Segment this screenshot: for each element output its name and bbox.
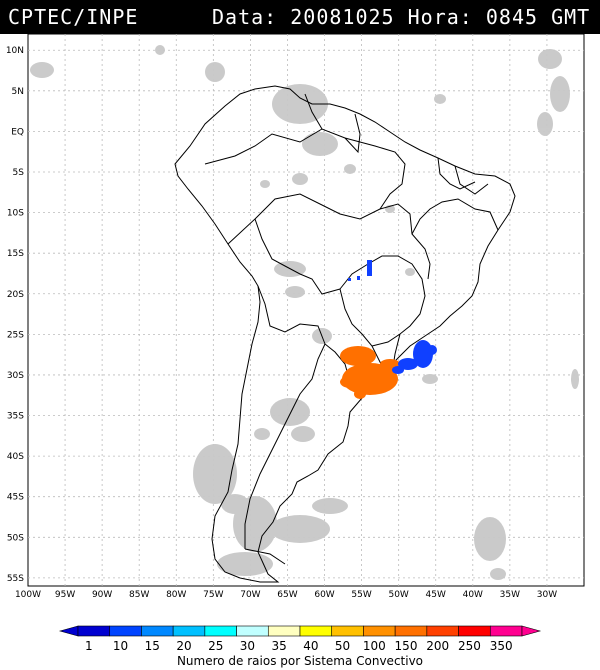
colorbar-swatch xyxy=(299,625,333,637)
colorbar-level-label: 40 xyxy=(303,639,318,653)
date-time-label: Data: 20081025 Hora: 0845 GMT xyxy=(212,5,591,29)
coastline xyxy=(174,85,516,583)
grid-lines xyxy=(28,34,584,586)
lon-tick-label: 40W xyxy=(463,590,483,600)
colorbar-swatch xyxy=(267,625,301,637)
lon-tick-label: 45W xyxy=(426,590,446,600)
colorbar-swatch xyxy=(141,625,174,637)
colorbar-swatch xyxy=(172,625,206,637)
colorbar-level-label: 1 xyxy=(85,639,93,653)
colorbar-level-label: 15 xyxy=(145,639,160,653)
colorbar-level-label: 100 xyxy=(363,639,386,653)
colorbar: 1 10 15 20 25 30 35 40 50 100 150 200 250 350 xyxy=(58,625,542,653)
lat-tick-label: 20S xyxy=(7,290,24,300)
colorbar-swatch xyxy=(77,625,111,637)
colorbar-level-label: 35 xyxy=(272,639,287,653)
colorbar-level-label: 150 xyxy=(395,639,418,653)
cloud-cover xyxy=(30,45,579,580)
lon-tick-label: 60W xyxy=(314,590,334,600)
colorbar-swatch xyxy=(426,625,459,637)
lon-tick-label: 30W xyxy=(537,590,557,600)
map-header: CPTEC/INPE Data: 20081025 Hora: 0845 GMT xyxy=(0,0,600,34)
longitude-labels: 100W 95W 90W 85W 80W 75W 70W 65W 60W 55W 50W 45W 40W… xyxy=(15,590,557,600)
colorbar-level-label: 25 xyxy=(208,639,223,653)
colorbar-level-label: 20 xyxy=(176,639,191,653)
lat-tick-label: 50S xyxy=(7,533,24,543)
lat-tick-label: 40S xyxy=(7,452,24,462)
colorbar-level-label: 350 xyxy=(490,639,513,653)
latitude-labels: 10N 5N EQ 5S 10S 15S 20S 25S 30S 35S 40S 45S 50S 55S xyxy=(6,46,24,584)
colorbar-level-label: 250 xyxy=(458,639,481,653)
lightning-cluster-south-brazil xyxy=(340,346,400,399)
colorbar-level-label: 200 xyxy=(426,639,449,653)
colorbar-title: Numero de raios por Sistema Convectivo xyxy=(176,654,424,668)
colorbar-swatch xyxy=(458,625,491,637)
lightning-cluster-santa-catarina xyxy=(392,340,437,374)
lat-tick-label: 10S xyxy=(7,209,24,219)
lon-tick-label: 75W xyxy=(203,590,223,600)
lat-tick-label: 45S xyxy=(7,493,24,503)
lon-tick-label: 70W xyxy=(240,590,260,600)
lon-tick-label: 95W xyxy=(55,590,75,600)
lon-tick-label: 90W xyxy=(92,590,112,600)
colorbar-right-arrow xyxy=(521,625,542,637)
colorbar-swatch xyxy=(394,625,428,637)
lat-tick-label: 30S xyxy=(7,371,24,381)
lon-tick-label: 35W xyxy=(500,590,520,600)
lat-tick-label: EQ xyxy=(11,127,24,137)
colorbar-swatch xyxy=(236,625,269,637)
lat-tick-label: 35S xyxy=(7,412,24,422)
colorbar-swatch xyxy=(489,625,523,637)
lightning-map: 10N5NEQ5S10S15S20S25S30S35S40S45S50S55S … xyxy=(6,34,585,600)
colorbar-swatch xyxy=(109,625,142,637)
lat-tick-label: 5S xyxy=(13,168,25,178)
colorbar-swatch xyxy=(204,625,237,637)
lat-tick-label: 15S xyxy=(7,249,24,259)
lon-tick-label: 65W xyxy=(277,590,297,600)
colorbar-level-label: 30 xyxy=(240,639,255,653)
lat-tick-label: 5N xyxy=(12,87,24,97)
institution-label: CPTEC/INPE xyxy=(8,5,139,29)
lightning-cluster-mato-grosso-do-sul xyxy=(348,260,372,281)
colorbar-left-arrow xyxy=(58,625,79,637)
colorbar-swatch xyxy=(363,625,396,637)
colorbar-level-label: 50 xyxy=(335,639,350,653)
lat-tick-label: 55S xyxy=(7,574,24,584)
map-frame xyxy=(27,34,585,587)
lon-tick-label: 80W xyxy=(166,590,186,600)
colorbar-level-label: 10 xyxy=(113,639,128,653)
lon-tick-label: 100W xyxy=(15,590,41,600)
colorbar-swatch xyxy=(331,625,364,637)
lon-tick-label: 85W xyxy=(129,590,149,600)
lat-tick-label: 10N xyxy=(6,46,24,56)
lon-tick-label: 55W xyxy=(351,590,371,600)
lat-tick-label: 25S xyxy=(7,330,24,340)
lon-tick-label: 50W xyxy=(388,590,408,600)
